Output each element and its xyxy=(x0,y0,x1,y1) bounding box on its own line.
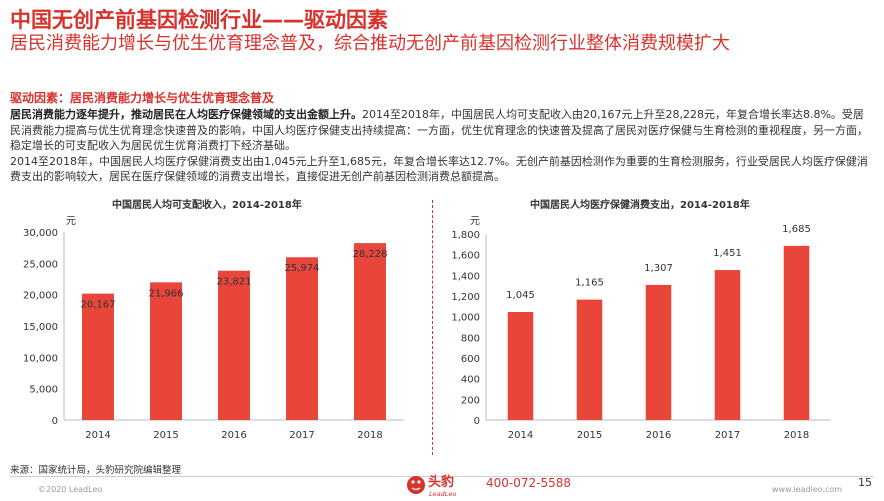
website-link[interactable]: www.leadleo.com xyxy=(772,485,843,494)
bar xyxy=(507,312,534,420)
x-tick-label: 2017 xyxy=(715,430,740,441)
y-tick-label: 25,000 xyxy=(23,259,58,270)
y-tick-label: 1,400 xyxy=(451,271,480,282)
data-label: 20,167 xyxy=(81,300,116,311)
body-paragraph-1: 2014至2018年，中国居民人均可支配收入由20,167元上升至28,228元… xyxy=(10,108,868,152)
data-label: 21,966 xyxy=(149,288,184,299)
logo-en: LeadLeo xyxy=(429,490,456,498)
x-tick-label: 2015 xyxy=(577,430,602,441)
y-tick-label: 0 xyxy=(474,416,480,427)
page-number: 15 xyxy=(858,476,872,489)
y-tick-label: 1,000 xyxy=(451,313,480,324)
x-tick-label: 2016 xyxy=(221,430,246,441)
y-tick-label: 1,200 xyxy=(451,292,480,303)
data-label: 1,045 xyxy=(506,290,535,301)
body-paragraph-2: 2014至2018年，中国居民人均医疗保健消费支出由1,045元上升至1,685… xyxy=(10,154,868,184)
data-label: 1,307 xyxy=(644,263,673,274)
leadleo-logo: 头豹 LeadLeo xyxy=(407,474,456,498)
data-label: 25,974 xyxy=(285,263,320,274)
y-tick-label: 200 xyxy=(461,395,480,406)
logo-cn: 头豹 xyxy=(428,474,454,490)
chart-healthcare-spending: 0 200 400 600 800 1,000 1,200 1,400 1,600 1,800 1,… xyxy=(451,224,831,441)
bar xyxy=(783,245,810,420)
source-note: 来源：国家统计局，头豹研究院编辑整理 xyxy=(10,465,182,476)
bar xyxy=(218,270,250,420)
body-lead-bold: 居民消费能力逐年提升，推动居民在人均医疗保健领域的支出金额上升。 xyxy=(10,108,362,121)
page-subtitle: 居民消费能力增长与优生优育理念普及，综合推动无创产前基因检测行业整体消费规模扩大 xyxy=(10,33,730,54)
body-text: 居民消费能力逐年提升，推动居民在人均医疗保健领域的支出金额上升。2014至201… xyxy=(10,107,874,185)
y-tick-label: 5,000 xyxy=(29,385,58,396)
bar xyxy=(354,243,386,420)
data-label: 1,451 xyxy=(713,248,742,259)
chart1-title: 中国居民人均可支配收入，2014-2018年 xyxy=(112,200,302,211)
page-title: 中国无创产前基因检测行业——驱动因素 xyxy=(10,8,388,32)
bar xyxy=(286,257,318,420)
data-label: 23,821 xyxy=(217,277,252,288)
bar xyxy=(82,293,114,420)
y-tick-label: 30,000 xyxy=(23,228,58,239)
x-tick-label: 2018 xyxy=(784,430,809,441)
bar xyxy=(714,270,741,420)
y-tick-label: 1,600 xyxy=(451,251,480,262)
chart-income: 0 5,000 10,000 15,000 20,000 25,000 30,000 20,1… xyxy=(23,228,404,441)
x-tick-label: 2016 xyxy=(646,430,671,441)
y-tick-label: 800 xyxy=(461,333,480,344)
data-label: 1,165 xyxy=(575,278,604,289)
data-label: 1,685 xyxy=(782,224,811,235)
chart2-title: 中国居民人均医疗保健消费支出，2014-2018年 xyxy=(530,200,750,211)
leopard-icon xyxy=(407,476,425,494)
y-tick-label: 20,000 xyxy=(23,291,58,302)
bar xyxy=(645,284,672,420)
chart2-unit: 元 xyxy=(470,216,480,227)
x-tick-label: 2014 xyxy=(508,430,533,441)
divider-line xyxy=(432,200,433,455)
x-tick-label: 2017 xyxy=(289,430,314,441)
x-tick-label: 2018 xyxy=(357,430,382,441)
phone-number: 400-072-5588 xyxy=(486,476,572,490)
bar xyxy=(150,282,182,420)
x-tick-label: 2015 xyxy=(153,430,178,441)
y-tick-label: 0 xyxy=(52,416,58,427)
x-tick-label: 2014 xyxy=(85,430,110,441)
y-tick-label: 15,000 xyxy=(23,322,58,333)
y-tick-label: 400 xyxy=(461,375,480,386)
y-tick-label: 1,800 xyxy=(451,230,480,241)
section-heading: 驱动因素：居民消费能力增长与优生优育理念普及 xyxy=(10,91,275,105)
data-label: 28,228 xyxy=(353,249,388,260)
footer-divider xyxy=(10,476,874,477)
y-tick-label: 10,000 xyxy=(23,353,58,364)
copyright-text: ©2020 LeadLeo xyxy=(38,485,103,494)
y-tick-label: 600 xyxy=(461,354,480,365)
chart1-unit: 元 xyxy=(66,216,76,227)
bar xyxy=(576,299,603,420)
